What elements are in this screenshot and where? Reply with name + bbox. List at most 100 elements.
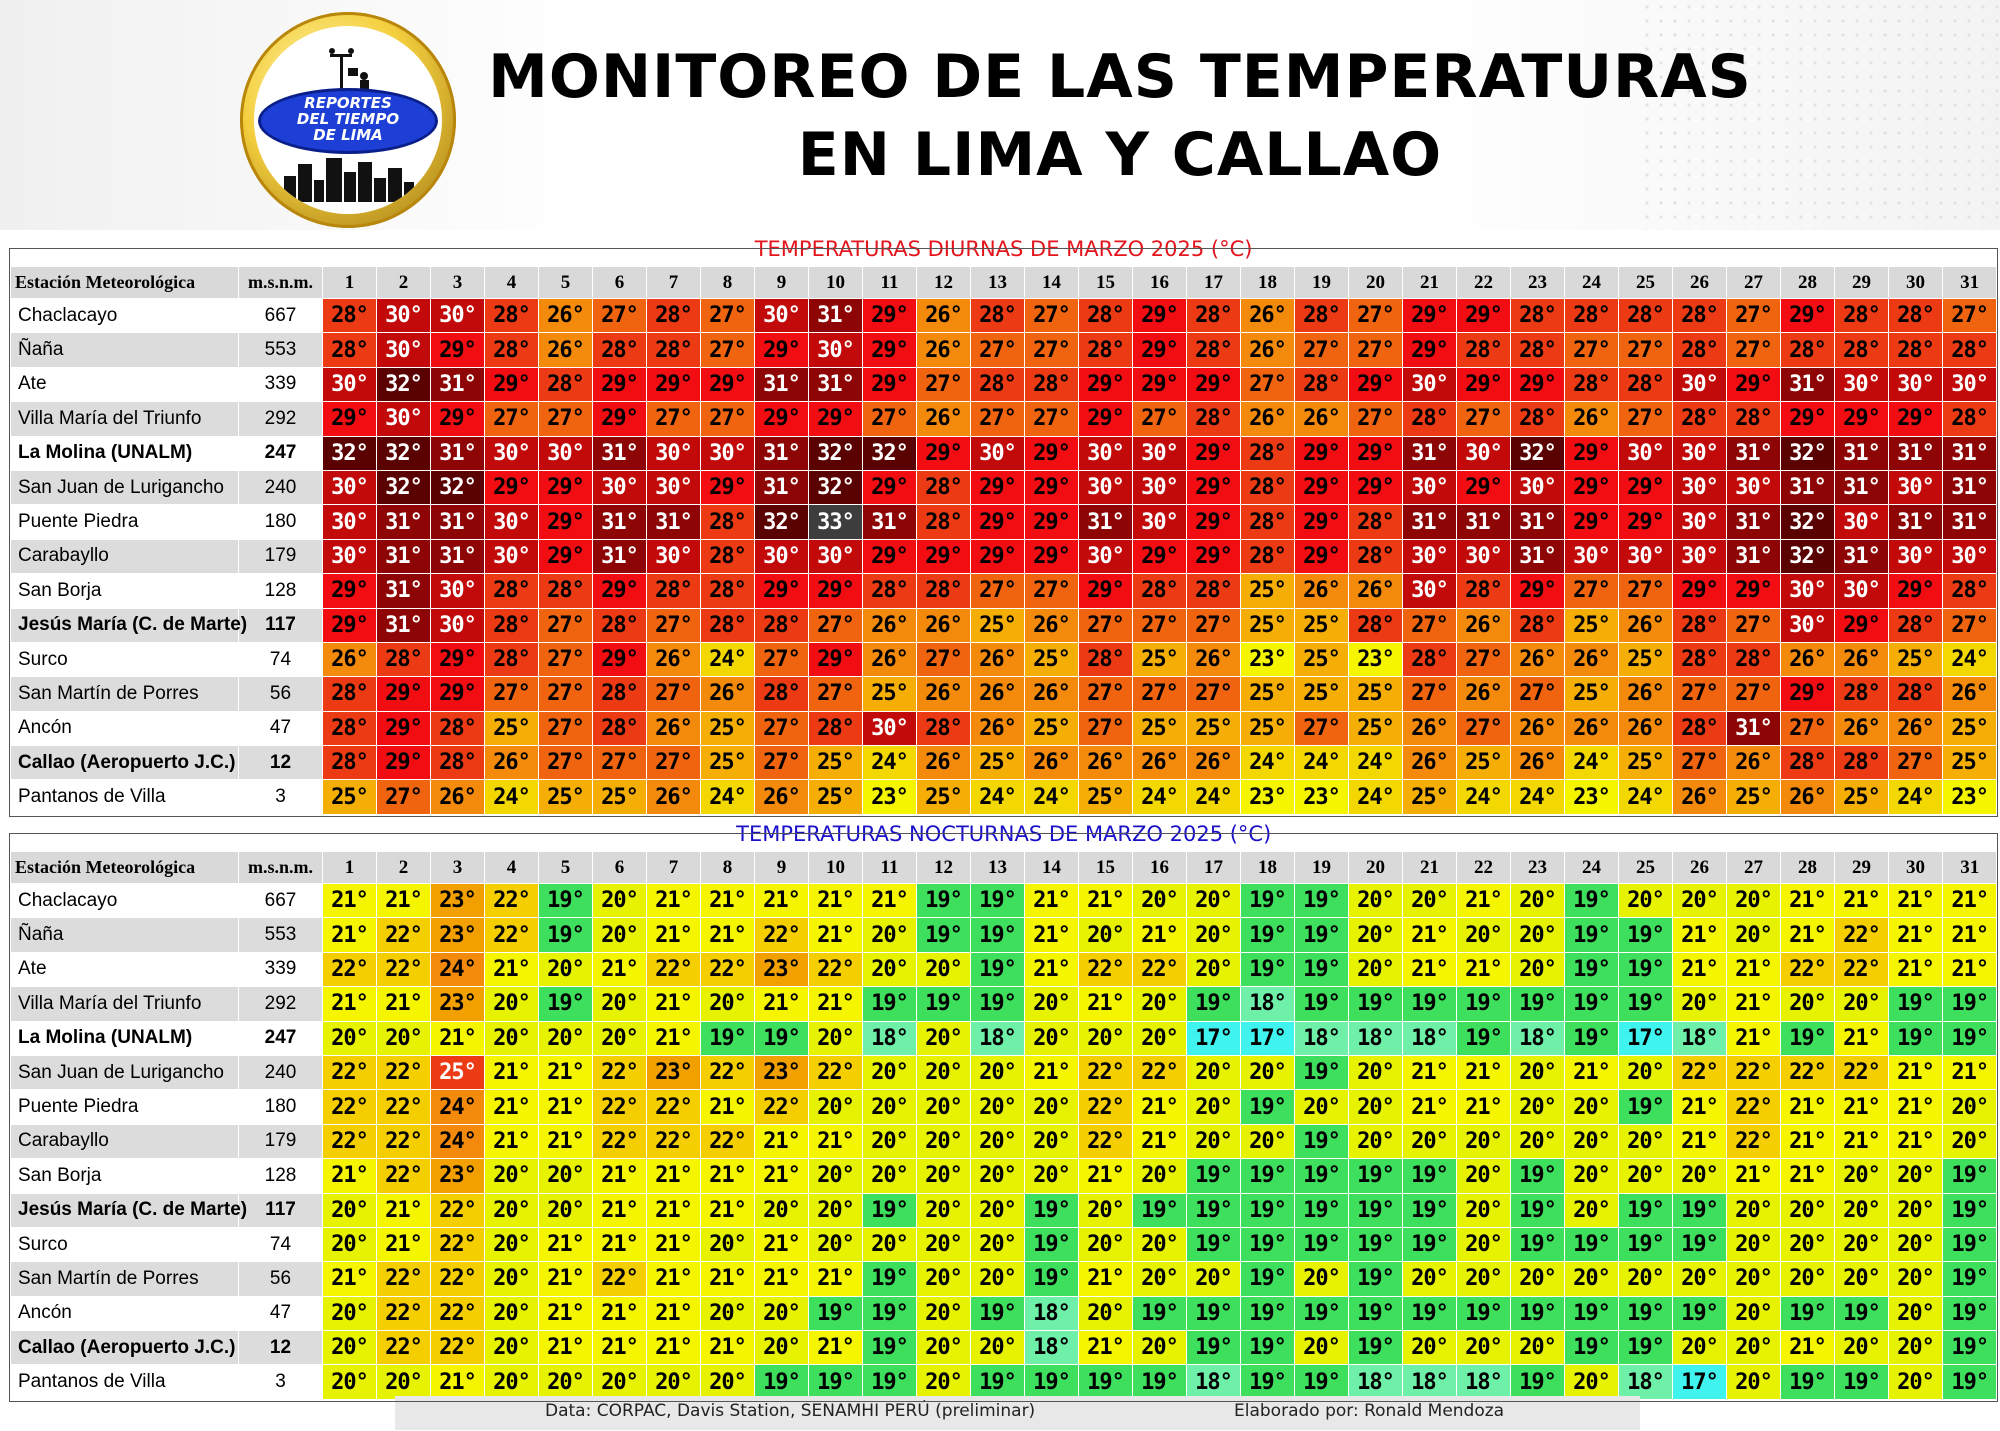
day-temperature-cell: 29°: [1456, 366, 1511, 403]
night-temperature-cell: 20°: [484, 986, 539, 1022]
night-temperature-cell: 22°: [754, 1089, 809, 1125]
day-temperature-cell: 28°: [1240, 504, 1295, 540]
day-temperature-cell: 29°: [1132, 332, 1187, 368]
day-temperature-cell: 30°: [1456, 435, 1511, 471]
day-temperature-cell: 32°: [376, 435, 431, 471]
night-temperature-cell: 20°: [1564, 1123, 1619, 1160]
night-temperature-cell: 21°: [1456, 1089, 1511, 1125]
night-temperature-cell: 17°: [1618, 1020, 1673, 1056]
night-temperature-cell: 20°: [1456, 1192, 1511, 1228]
night-temperature-cell: 20°: [1618, 882, 1673, 919]
night-temperature-cell: 19°: [1240, 917, 1295, 953]
night-temperature-cell: 20°: [1672, 1261, 1727, 1297]
night-temperature-cell: 18°: [1402, 1364, 1457, 1400]
night-temperature-cell: 19°: [1618, 917, 1673, 953]
day-temperature-cell: 26°: [1240, 297, 1295, 334]
night-temperature-cell: 21°: [1402, 917, 1457, 953]
day-temperature-cell: 28°: [1726, 641, 1781, 678]
night-temperature-cell: 19°: [1348, 986, 1403, 1022]
night-temperature-cell: 22°: [430, 1226, 485, 1263]
table-row: Chaclacayo 667 28° 30° 30° 28° 26° 27° 28° 27° 30°…: [10, 297, 1998, 334]
day-column-header: 29: [1834, 266, 1889, 299]
day-temperature-cell: 30°: [1672, 538, 1727, 575]
day-column-header: 4: [484, 266, 539, 299]
night-temperature-cell: 20°: [1726, 1226, 1781, 1263]
night-temperature-cell: 20°: [1186, 1089, 1241, 1125]
night-temperature-cell: 20°: [808, 1020, 863, 1056]
day-temperature-cell: 25°: [808, 779, 863, 815]
day-column-header: 24: [1564, 266, 1619, 299]
night-temperature-cell: 19°: [1186, 1192, 1241, 1228]
night-temperature-cell: 21°: [322, 917, 377, 953]
night-temperature-cell: 20°: [1456, 1158, 1511, 1194]
night-temperature-cell: 20°: [916, 1226, 971, 1263]
night-temperature-cell: 24°: [430, 1123, 485, 1160]
day-temperature-cell: 27°: [916, 641, 971, 678]
day-temperature-cell: 30°: [1132, 435, 1187, 471]
night-temperature-cell: 20°: [1456, 1330, 1511, 1366]
station-name: San Juan de Lurigancho: [10, 1054, 239, 1091]
day-temperature-cell: 26°: [1564, 401, 1619, 437]
night-temperature-cell: 21°: [376, 882, 431, 919]
night-temperature-cell: 18°: [1402, 1020, 1457, 1056]
night-temperature-cell: 21°: [808, 1123, 863, 1160]
night-temperature-cell: 22°: [592, 1123, 647, 1160]
day-temperature-cell: 28°: [754, 607, 809, 643]
day-column-header: 11: [862, 266, 917, 299]
night-temperature-cell: 21°: [1941, 951, 1998, 988]
day-temperature-cell: 24°: [700, 779, 755, 815]
night-temperature-cell: 20°: [322, 1330, 377, 1366]
day-temperature-cell: 26°: [754, 779, 809, 815]
day-temperature-cell: 28°: [1024, 366, 1079, 403]
night-temperature-cell: 19°: [1564, 1295, 1619, 1332]
day-temperature-cell: 27°: [1078, 710, 1133, 747]
day-temperature-cell: 29°: [1024, 435, 1079, 471]
night-temperature-cell: 19°: [754, 1020, 809, 1056]
day-temperature-cell: 26°: [1564, 641, 1619, 678]
night-temperature-cell: 21°: [1888, 1054, 1943, 1091]
night-temperature-cell: 21°: [1078, 986, 1133, 1022]
day-temperature-cell: 26°: [1888, 710, 1943, 747]
night-temperature-cell: 21°: [1834, 1020, 1889, 1056]
day-temperature-cell: 25°: [1456, 745, 1511, 781]
day-temperature-cell: 26°: [1510, 641, 1565, 678]
night-temperature-cell: 20°: [322, 1295, 377, 1332]
night-temperature-cell: 20°: [1024, 1020, 1079, 1056]
night-temperature-cell: 19°: [1888, 1020, 1943, 1056]
day-temperature-cell: 31°: [376, 573, 431, 609]
day-temperature-cell: 26°: [1941, 676, 1998, 712]
day-temperature-cell: 29°: [1024, 504, 1079, 540]
day-temperature-cell: 26°: [1780, 641, 1835, 678]
day-column-header: 25: [1618, 851, 1673, 884]
day-column-header: 28: [1780, 266, 1835, 299]
day-temperature-cell: 29°: [1726, 366, 1781, 403]
station-altitude: 117: [238, 1192, 323, 1228]
table-row: Chaclacayo 667 21° 21° 23° 22° 19° 20° 21° 21° 21°…: [10, 882, 1998, 919]
night-temperature-cell: 21°: [1941, 917, 1998, 953]
day-column-header: 27: [1726, 266, 1781, 299]
night-temperature-cell: 20°: [970, 1089, 1025, 1125]
day-temperature-cell: 28°: [484, 297, 539, 334]
day-column-header: 8: [700, 851, 755, 884]
day-temperature-cell: 25°: [862, 676, 917, 712]
night-temperature-cell: 19°: [1240, 1261, 1295, 1297]
day-temperature-cell: 25°: [538, 779, 593, 815]
day-temperature-cell: 28°: [1672, 297, 1727, 334]
night-temperature-cell: 24°: [430, 951, 485, 988]
night-temperature-cell: 21°: [538, 1054, 593, 1091]
night-temperature-cell: 22°: [1078, 951, 1133, 988]
station-altitude: 117: [238, 607, 323, 643]
station-altitude: 128: [238, 573, 323, 609]
night-temperature-cell: 19°: [1240, 1226, 1295, 1263]
day-temperature-cell: 25°: [1240, 573, 1295, 609]
day-temperature-cell: 29°: [376, 676, 431, 712]
night-temperature-cell: 21°: [1780, 917, 1835, 953]
night-temperature-cell: 19°: [1132, 1364, 1187, 1400]
day-temperature-cell: 27°: [1024, 401, 1079, 437]
day-temperature-cell: 28°: [1834, 332, 1889, 368]
day-temperature-cell: 27°: [1402, 607, 1457, 643]
night-temperature-cell: 20°: [1024, 1089, 1079, 1125]
night-temperature-cell: 19°: [1294, 1295, 1349, 1332]
day-temperature-cell: 27°: [1024, 332, 1079, 368]
day-temperature-cell: 29°: [1132, 366, 1187, 403]
